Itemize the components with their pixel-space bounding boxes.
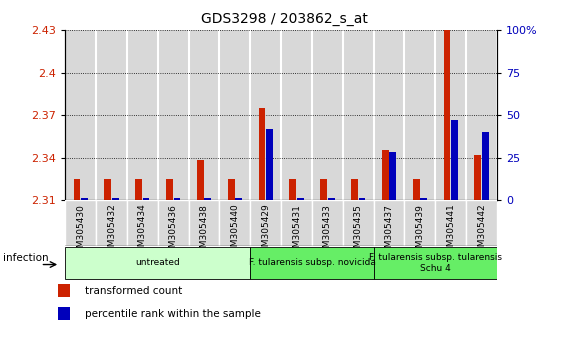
- Bar: [266, 129, 273, 200]
- Bar: [451, 120, 458, 200]
- Text: GSM305432: GSM305432: [107, 204, 116, 258]
- Bar: [312, 30, 343, 200]
- Bar: [74, 179, 81, 200]
- Bar: [105, 179, 111, 200]
- Bar: [474, 155, 481, 200]
- Bar: [482, 132, 488, 200]
- Text: infection: infection: [3, 253, 49, 263]
- Text: GSM305440: GSM305440: [231, 204, 239, 258]
- Text: percentile rank within the sample: percentile rank within the sample: [85, 309, 261, 319]
- Bar: [127, 200, 158, 246]
- Bar: [166, 179, 173, 200]
- Bar: [143, 198, 149, 200]
- Bar: [404, 30, 435, 200]
- Bar: [374, 200, 404, 246]
- Text: GSM305434: GSM305434: [138, 204, 147, 258]
- Bar: [189, 30, 219, 200]
- Bar: [189, 200, 219, 246]
- Bar: [404, 200, 435, 246]
- Text: GSM305441: GSM305441: [446, 204, 455, 258]
- Bar: [281, 200, 312, 246]
- Text: GDS3298 / 203862_s_at: GDS3298 / 203862_s_at: [201, 12, 367, 27]
- Bar: [328, 198, 335, 200]
- Bar: [59, 284, 70, 297]
- Bar: [351, 179, 358, 200]
- Bar: [250, 200, 281, 246]
- Bar: [81, 198, 88, 200]
- Bar: [297, 198, 304, 200]
- Bar: [466, 200, 497, 246]
- Bar: [390, 153, 396, 200]
- Bar: [420, 198, 427, 200]
- Bar: [374, 247, 497, 279]
- Bar: [374, 30, 404, 200]
- Text: untreated: untreated: [135, 258, 180, 267]
- Bar: [228, 179, 235, 200]
- Bar: [112, 198, 119, 200]
- Bar: [258, 108, 265, 200]
- Bar: [250, 30, 281, 200]
- Bar: [174, 198, 180, 200]
- Bar: [127, 30, 158, 200]
- Text: GSM305437: GSM305437: [385, 204, 394, 258]
- Bar: [281, 30, 312, 200]
- Bar: [343, 200, 374, 246]
- Bar: [320, 179, 327, 200]
- Bar: [250, 247, 374, 279]
- Text: F. tularensis subsp. tularensis
Schu 4: F. tularensis subsp. tularensis Schu 4: [369, 253, 502, 273]
- Bar: [466, 30, 497, 200]
- Bar: [96, 200, 127, 246]
- Bar: [312, 200, 343, 246]
- Text: GSM305433: GSM305433: [323, 204, 332, 258]
- Bar: [204, 198, 211, 200]
- Bar: [290, 179, 296, 200]
- Text: GSM305438: GSM305438: [199, 204, 208, 258]
- Bar: [219, 200, 250, 246]
- Bar: [158, 200, 189, 246]
- Text: GSM305430: GSM305430: [76, 204, 85, 258]
- Text: GSM305442: GSM305442: [477, 204, 486, 258]
- Text: GSM305439: GSM305439: [415, 204, 424, 258]
- Bar: [413, 179, 420, 200]
- Text: transformed count: transformed count: [85, 286, 182, 296]
- Bar: [435, 30, 466, 200]
- Bar: [358, 198, 365, 200]
- Text: GSM305431: GSM305431: [292, 204, 301, 258]
- Bar: [65, 247, 250, 279]
- Bar: [219, 30, 250, 200]
- Text: GSM305429: GSM305429: [261, 204, 270, 258]
- Bar: [65, 200, 96, 246]
- Bar: [382, 150, 389, 200]
- Bar: [435, 200, 466, 246]
- Bar: [235, 198, 242, 200]
- Bar: [59, 307, 70, 320]
- Bar: [65, 30, 96, 200]
- Text: GSM305436: GSM305436: [169, 204, 178, 258]
- Bar: [444, 30, 450, 200]
- Bar: [343, 30, 374, 200]
- Bar: [135, 179, 142, 200]
- Bar: [96, 30, 127, 200]
- Text: GSM305435: GSM305435: [354, 204, 363, 258]
- Bar: [197, 160, 204, 200]
- Text: F. tularensis subsp. novicida: F. tularensis subsp. novicida: [249, 258, 375, 267]
- Bar: [158, 30, 189, 200]
